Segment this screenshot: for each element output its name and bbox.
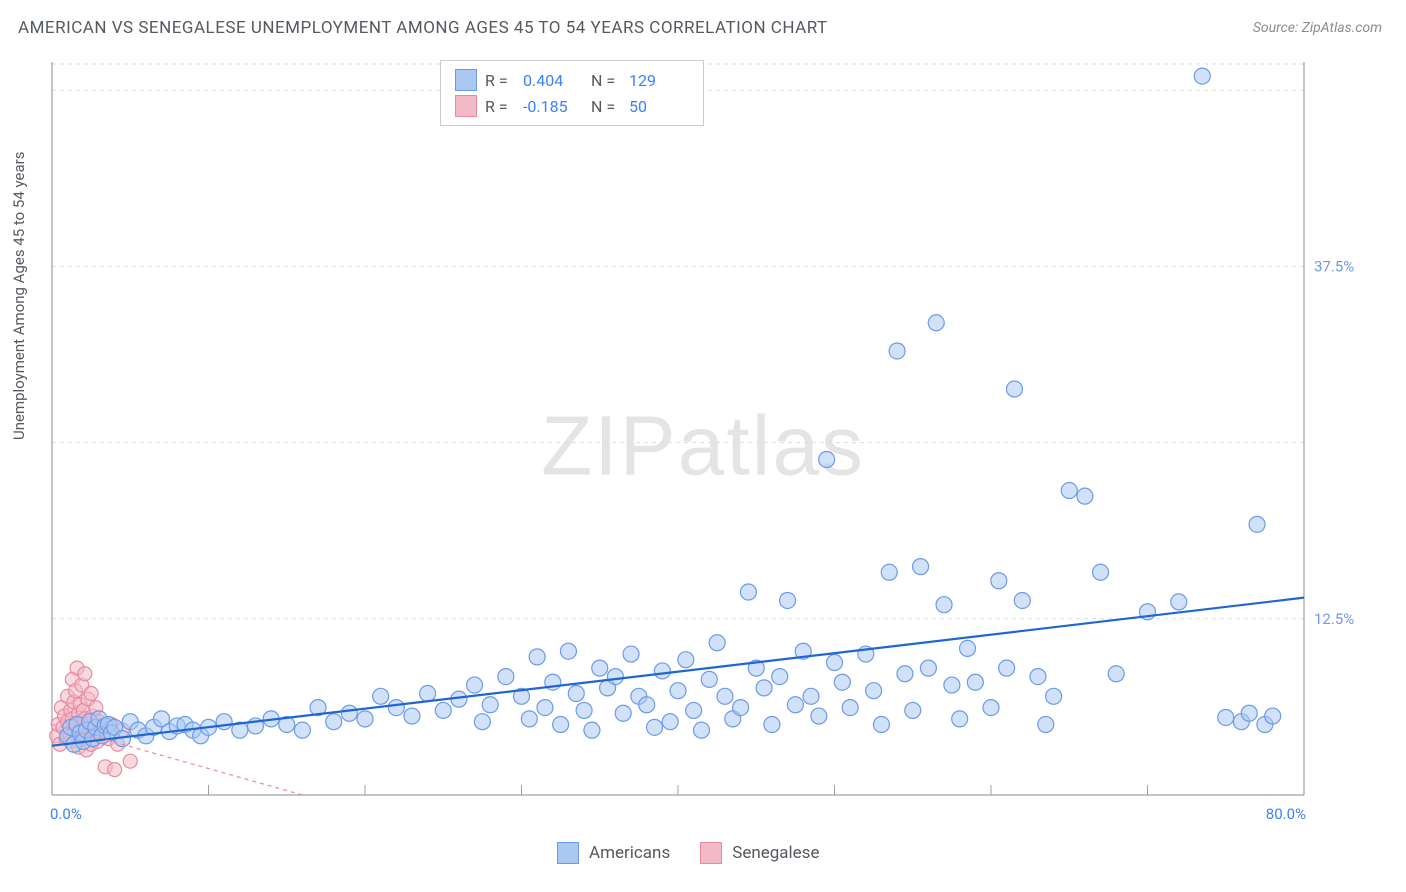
r-label: R = — [485, 97, 515, 116]
swatch-icon — [455, 69, 477, 91]
svg-text:37.5%: 37.5% — [1314, 257, 1354, 275]
source-label: Source: ZipAtlas.com — [1253, 20, 1382, 36]
n-value: 129 — [629, 71, 689, 90]
legend-stats-row: R = -0.185 N = 50 — [455, 93, 689, 119]
n-label: N = — [591, 97, 621, 116]
chart-title: AMERICAN VS SENEGALESE UNEMPLOYMENT AMON… — [18, 18, 828, 38]
legend-item: Senegalese — [700, 842, 819, 864]
r-value: 0.404 — [523, 71, 583, 90]
legend-label: Americans — [589, 843, 670, 863]
swatch-icon — [557, 842, 579, 864]
svg-text:0.0%: 0.0% — [50, 805, 82, 823]
r-label: R = — [485, 71, 515, 90]
n-value: 50 — [629, 97, 689, 116]
legend-item: Americans — [557, 842, 670, 864]
svg-text:12.5%: 12.5% — [1314, 610, 1354, 628]
swatch-icon — [700, 842, 722, 864]
legend-series: Americans Senegalese — [557, 842, 819, 864]
r-value: -0.185 — [523, 97, 583, 116]
scatter-plot: 12.5% 37.5% 0.0% 80.0% — [46, 58, 1376, 833]
y-axis-label: Unemployment Among Ages 45 to 54 years — [10, 152, 28, 440]
svg-text:80.0%: 80.0% — [1266, 805, 1306, 823]
swatch-icon — [455, 95, 477, 117]
legend-label: Senegalese — [732, 843, 819, 863]
legend-stats-row: R = 0.404 N = 129 — [455, 67, 689, 93]
n-label: N = — [591, 71, 621, 90]
legend-stats: R = 0.404 N = 129 R = -0.185 N = 50 — [440, 60, 704, 126]
